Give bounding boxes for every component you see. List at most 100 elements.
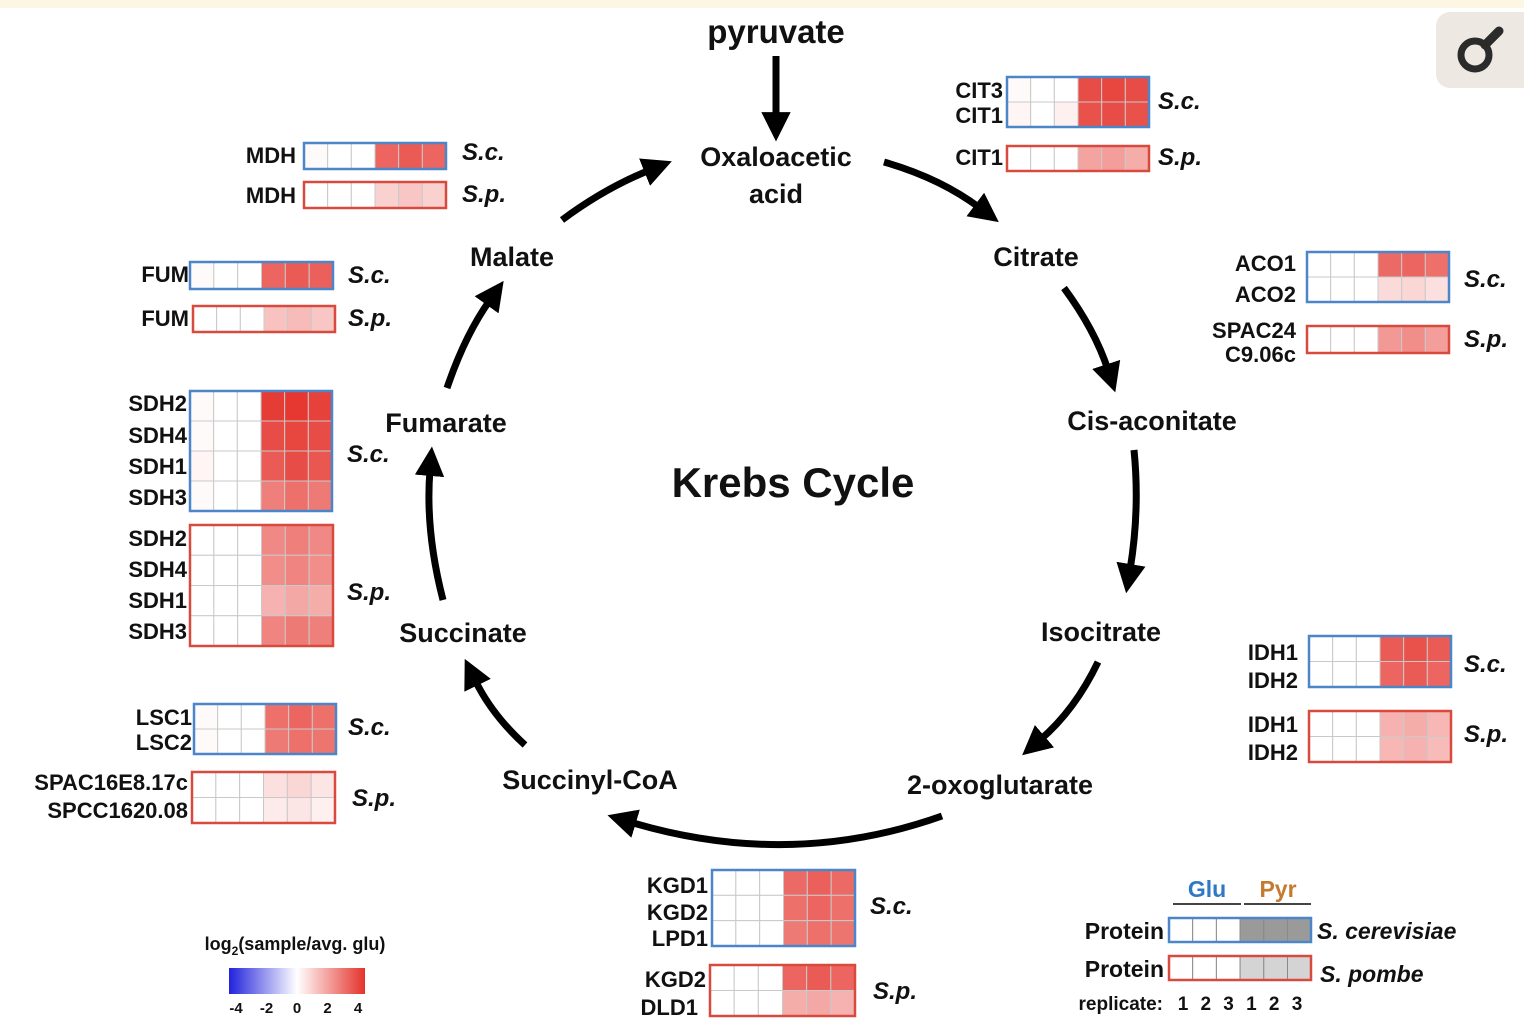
metabolite-malate: Malate — [470, 242, 554, 272]
heatmap-border — [188, 389, 334, 513]
metabolite-isocitrate: Isocitrate — [1041, 617, 1161, 647]
heatmap-grid — [188, 523, 335, 648]
heatmap-cell — [1353, 325, 1379, 354]
heatmap-cell — [1077, 76, 1103, 103]
heatmap-cell — [284, 615, 310, 647]
heatmap-cell — [213, 554, 239, 586]
gene-label-mdh: MDH — [246, 143, 296, 168]
heatmap-cell — [735, 869, 761, 896]
gene-label-spcc1620-08: SPCC1620.08 — [47, 798, 188, 823]
legend-box-sc — [1167, 916, 1313, 944]
heatmap-cell — [1379, 710, 1405, 737]
heatmap-grid — [188, 389, 334, 513]
species-label-sp: S.p. — [1464, 326, 1508, 353]
gene-label-sdh4: SDH4 — [128, 557, 187, 582]
gene-label-kgd1: KGD1 — [647, 873, 708, 898]
colorbar-tick-label: -4 — [229, 1000, 243, 1017]
heatmap-cell — [398, 181, 423, 209]
species-label-sp: S.p. — [348, 305, 392, 332]
heatmap-grid — [192, 702, 338, 756]
heatmap-grid — [1307, 634, 1453, 689]
heatmap-cell — [191, 797, 217, 824]
metabolite-pyruvate: pyruvate — [707, 13, 845, 50]
heatmap-cell — [213, 585, 239, 617]
heatmap-cell — [1426, 661, 1452, 688]
gene-label-idh1: IDH1 — [1248, 640, 1298, 665]
heatmap-cell — [193, 728, 219, 755]
species-label-sp: S.p. — [347, 579, 391, 606]
heatmap-cell — [213, 420, 238, 452]
gene-label-cit1: CIT1 — [955, 145, 1003, 170]
heatmap-cell — [287, 305, 312, 333]
heatmap-cell — [421, 142, 447, 170]
heatmap-cit-sp: CIT1 S.p. — [955, 144, 1202, 173]
gene-label-idh2: IDH2 — [1248, 668, 1298, 693]
heatmap-cell — [1355, 635, 1381, 662]
heatmap-grid — [190, 770, 337, 825]
arrow-fumarate-to-malate — [443, 280, 504, 390]
heatmap-cell — [237, 524, 263, 556]
heatmap-cell — [263, 305, 289, 333]
heatmap-cell — [260, 450, 286, 482]
heatmap-cell — [261, 585, 286, 617]
heatmap-cell — [308, 524, 334, 556]
heatmap-cell — [1379, 736, 1405, 763]
heatmap-cell — [213, 480, 238, 512]
arrow-isocitrate-to-2-oxoglutarate — [1022, 660, 1102, 756]
cycle-arrows — [414, 56, 1146, 849]
gene-label-kgd2: KGD2 — [645, 967, 706, 992]
species-label-sp: S.p. — [462, 181, 506, 208]
heatmap-mdh-sc: MDH S.c. — [246, 139, 505, 171]
heatmap-cell — [1308, 736, 1334, 763]
heatmap-cell — [239, 797, 265, 824]
heatmap-cell — [284, 420, 309, 452]
heatmap-cell — [1030, 101, 1055, 128]
heatmap-cell — [1101, 101, 1126, 128]
heatmap-cell — [759, 920, 785, 947]
heatmap-cell — [192, 305, 218, 333]
species-label-sp: S.p. — [352, 785, 396, 812]
heatmap-cell — [782, 990, 808, 1017]
gene-label-sdh2: SDH2 — [128, 526, 187, 551]
heatmap-lsc-sp: SPAC16E8.17c SPCC1620.08 S.p. — [34, 770, 396, 825]
heatmap-cell — [215, 771, 241, 798]
heatmap-cell — [236, 390, 262, 422]
heatmap-cell — [1377, 276, 1403, 303]
heatmap-cell — [1403, 635, 1428, 662]
heatmap-cell — [806, 990, 832, 1017]
zoom-button[interactable] — [1436, 12, 1524, 88]
heatmap-cell — [239, 771, 265, 798]
heatmap-cell — [350, 181, 376, 209]
heatmap-mdh-sp: MDH S.p. — [246, 180, 506, 210]
heatmap-cell — [239, 305, 265, 333]
heatmap-border — [190, 770, 337, 825]
legend-cell — [1168, 917, 1194, 943]
heatmap-cell — [711, 869, 737, 896]
heatmap-cell — [806, 869, 832, 896]
heatmap-cell — [217, 703, 242, 730]
heatmap-cell — [213, 390, 238, 422]
heatmap-cell — [1308, 661, 1334, 688]
legend-replicate-number: 1 — [1178, 994, 1189, 1015]
heatmap-cell — [308, 585, 334, 617]
species-label-sc: S.c. — [1464, 651, 1507, 678]
heatmap-grid — [710, 868, 857, 948]
legend-cell — [1287, 955, 1312, 981]
heatmap-cell — [1077, 145, 1103, 172]
heatmap-cell — [286, 797, 312, 824]
heatmap-grid — [1307, 709, 1453, 764]
heatmap-cell — [1332, 710, 1357, 737]
legend-replicate-number: 2 — [1201, 994, 1212, 1015]
legend-species-sp: S. pombe — [1320, 961, 1424, 987]
heatmap-cell — [735, 920, 761, 947]
heatmap-cell — [327, 142, 352, 170]
heatmap-cell — [1426, 736, 1452, 763]
heatmap-cell — [735, 894, 761, 922]
heatmap-cell — [303, 142, 329, 170]
heatmap-cell — [236, 480, 262, 512]
species-label-sc: S.c. — [1464, 266, 1507, 293]
heatmap-cell — [1124, 145, 1150, 172]
heatmap-cell — [288, 728, 313, 755]
species-label-sc: S.c. — [870, 893, 913, 920]
